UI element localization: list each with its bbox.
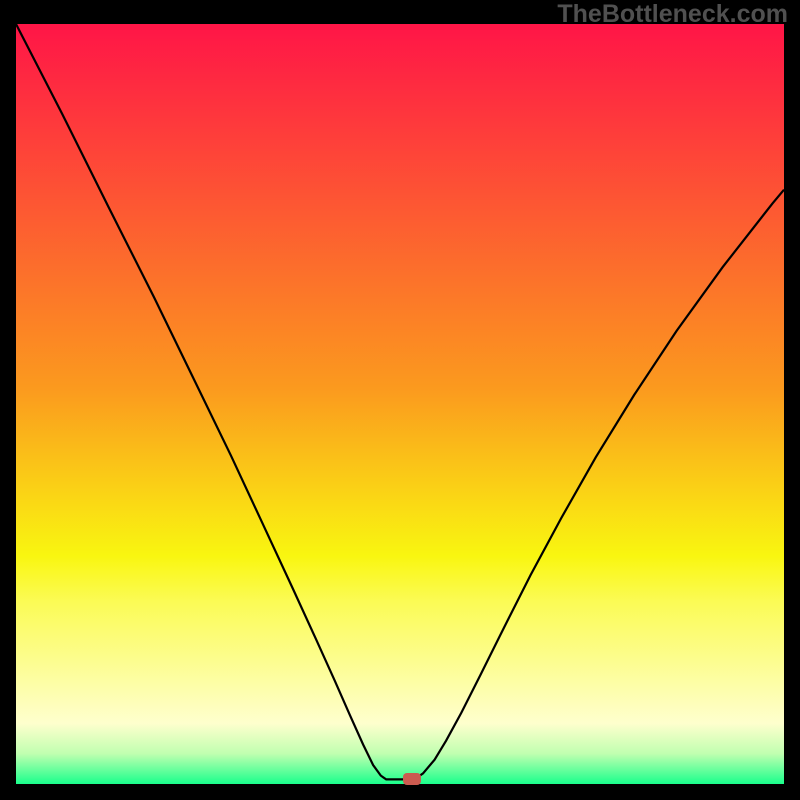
bottleneck-curve <box>0 0 800 800</box>
curve-path <box>16 24 784 779</box>
optimum-marker <box>403 773 421 785</box>
